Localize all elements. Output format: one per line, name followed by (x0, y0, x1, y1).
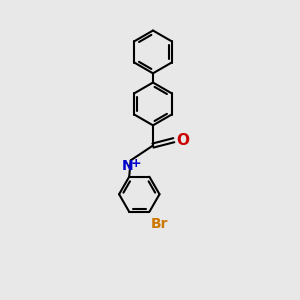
Text: +: + (130, 157, 141, 170)
Text: N: N (122, 159, 134, 173)
Text: Br: Br (151, 217, 168, 231)
Text: O: O (176, 133, 189, 148)
